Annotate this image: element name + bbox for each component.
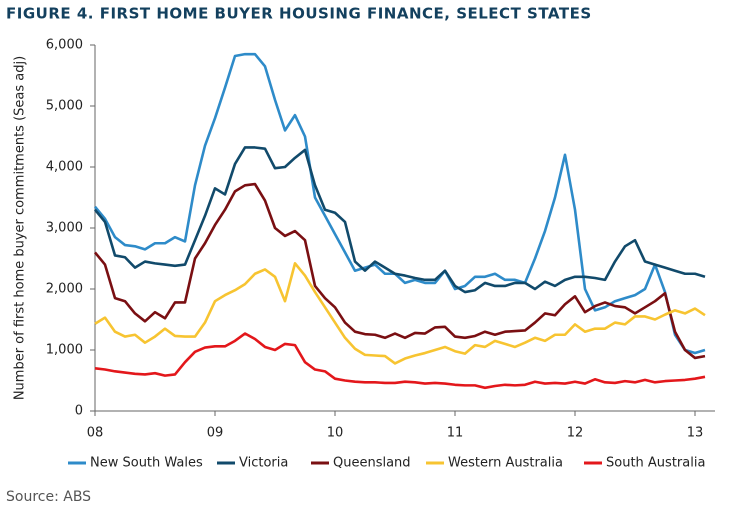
y-tick-label: 2,000 — [46, 282, 83, 297]
legend-label: New South Wales — [90, 456, 203, 471]
x-tick-label: 13 — [687, 426, 704, 441]
y-tick-label: 1,000 — [46, 343, 83, 358]
x-tick-label: 08 — [87, 426, 104, 441]
x-tick-label: 10 — [327, 426, 344, 441]
legend-label: Queensland — [333, 456, 411, 471]
legend-label: Western Australia — [448, 456, 563, 471]
x-tick-label: 11 — [447, 426, 464, 441]
y-tick-label: 0 — [75, 404, 83, 419]
x-tick-label: 09 — [207, 426, 224, 441]
legend-label: South Australia — [606, 456, 705, 471]
series-line — [93, 182, 706, 360]
source: Source: ABS — [6, 489, 91, 505]
y-tick-label: 4,000 — [46, 160, 83, 175]
series-line — [93, 52, 706, 355]
x-tick-label: 12 — [567, 426, 584, 441]
y-tick-label: 3,000 — [46, 221, 83, 236]
series-line — [93, 146, 706, 294]
y-axis-label: Number of first home buyer commitments (… — [13, 56, 28, 400]
series-line — [94, 332, 706, 390]
legend-label: Victoria — [239, 456, 288, 471]
y-tick-label: 5,000 — [46, 99, 83, 114]
chart-title: FIGURE 4. FIRST HOME BUYER HOUSING FINAN… — [6, 5, 592, 23]
y-tick-label: 6,000 — [46, 38, 83, 53]
series-line — [94, 262, 706, 365]
